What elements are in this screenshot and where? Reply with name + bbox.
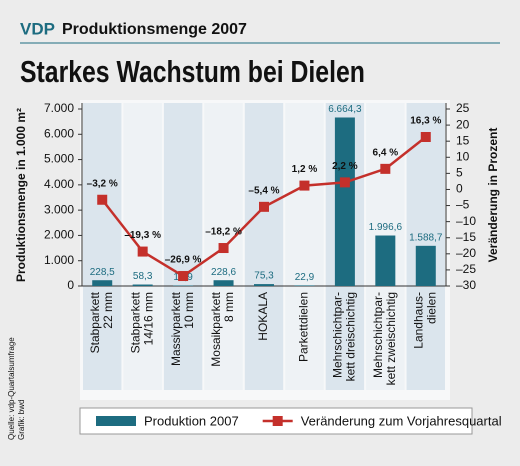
line-marker [380, 163, 391, 174]
bar [92, 280, 113, 286]
line-value-label: –19,3 % [124, 230, 161, 241]
bar [254, 284, 274, 286]
line-value-label: –18,2 % [205, 227, 242, 238]
bar [415, 245, 436, 286]
bar-value-label: 22,9 [295, 272, 315, 283]
bar [132, 284, 153, 286]
bar [375, 235, 396, 286]
line-value-label: 6,4 % [373, 147, 399, 158]
bar-value-label: 75,3 [254, 271, 274, 282]
y-tick-label: 2.000 [44, 228, 74, 242]
x-tick-label: Parkettdielen [297, 292, 311, 362]
line-marker [218, 243, 229, 254]
bar [213, 280, 234, 286]
x-tick-label: Mosaikparkett [209, 291, 223, 366]
line-marker [299, 180, 310, 191]
line-marker [97, 194, 108, 205]
y2-tick-label: –5 [456, 198, 470, 212]
y-tick-label: 4.000 [44, 177, 74, 191]
x-tick-label: kett zweischichtig [384, 292, 398, 385]
y2-tick-label: –20 [456, 246, 476, 260]
y2-tick-label: 5 [456, 166, 463, 180]
subtitle: Produktionsmenge 2007 [62, 21, 247, 38]
x-tick-label: HOKALA [256, 292, 270, 341]
x-tick-label: Stabparkett [88, 291, 102, 353]
y2-tick-label: 0 [456, 182, 463, 196]
bar-value-label: 1.996,6 [369, 222, 403, 233]
x-tick-label: 10 mm [182, 292, 196, 329]
x-tick-label: kett dreischichtig [344, 292, 358, 381]
legend-swatch [96, 416, 136, 426]
bar-value-label: 6.664,3 [328, 104, 362, 115]
legend-swatch [272, 416, 283, 426]
line-value-label: 16,3 % [410, 116, 441, 127]
y-tick-label: 5.000 [44, 152, 74, 166]
chart-title: Starkes Wachstum bei Dielen [20, 55, 365, 89]
x-tick-label: Stabparkett [128, 291, 142, 353]
y2-tick-label: –25 [456, 262, 476, 276]
y2-tick-label: 15 [456, 133, 470, 147]
bar-value-label: 1.588,7 [409, 232, 443, 243]
line-value-label: –3,2 % [87, 178, 118, 189]
x-tick-label: Landhaus- [411, 292, 425, 349]
x-tick-label: 14/16 mm [141, 292, 155, 345]
y2-tick-label: 10 [456, 149, 470, 163]
y-tick-label: 0 [67, 278, 74, 292]
bar [334, 117, 355, 287]
legend-label: Produktion 2007 [144, 413, 239, 428]
source: Grafik: bwd [17, 400, 26, 440]
line-value-label: –26,9 % [165, 255, 202, 266]
y2-tick-label: –15 [456, 230, 476, 244]
bar-value-label: 58,3 [133, 271, 153, 282]
legend-label: Veränderung zum Vorjahresquartal [301, 413, 502, 428]
y-tick-label: 3.000 [44, 202, 74, 216]
y2-tick-label: 25 [456, 101, 470, 115]
line-marker [137, 246, 148, 257]
line-value-label: –5,4 % [248, 185, 279, 196]
y2-tick-label: 20 [456, 117, 470, 131]
y2-axis-title: Veränderung in Prozent [486, 128, 500, 263]
x-tick-label: Massivparkett [169, 291, 183, 366]
line-value-label: 1,2 % [292, 164, 318, 175]
column-stripe [244, 103, 284, 390]
y2-tick-label: –10 [456, 214, 476, 228]
y-axis-title: Produktionsmenge in 1.000 m² [14, 108, 28, 282]
line-marker [339, 177, 350, 188]
kicker: VDP [20, 19, 55, 38]
y2-tick-label: –30 [456, 278, 476, 292]
y-tick-label: 7.000 [44, 101, 74, 115]
column-stripe [163, 103, 203, 390]
bar-value-label: 228,5 [90, 267, 115, 278]
x-tick-label: dielen [424, 292, 438, 324]
y-tick-label: 6.000 [44, 126, 74, 140]
line-marker [259, 201, 269, 212]
bar-value-label: 228,6 [211, 267, 236, 278]
column-stripe [123, 103, 162, 390]
column-stripe [285, 103, 324, 390]
source: Quelle: vdp-Quartalsumfrage [7, 337, 16, 440]
line-value-label: 2,2 % [332, 161, 358, 172]
x-tick-label: 22 mm [101, 292, 115, 329]
column-stripe [83, 103, 122, 390]
x-tick-label: 8 mm [222, 292, 236, 322]
x-tick-label: Mehrschichtpar- [371, 292, 385, 378]
bar [294, 285, 315, 286]
y-tick-label: 1.000 [44, 253, 74, 267]
x-tick-label: Mehrschichtpar- [331, 292, 345, 378]
line-marker [420, 131, 431, 142]
line-marker [178, 271, 189, 282]
